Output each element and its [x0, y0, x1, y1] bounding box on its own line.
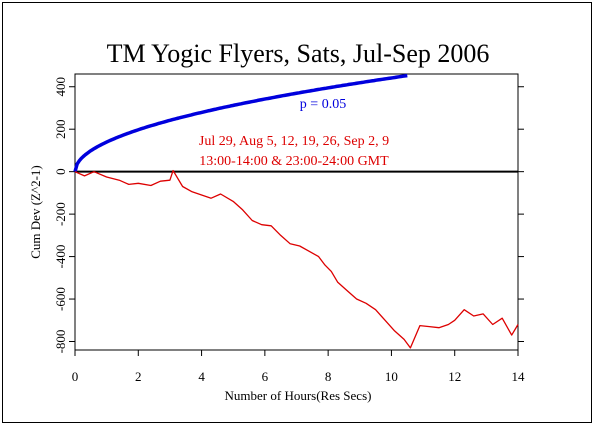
x-tick-label: 6 — [262, 369, 269, 384]
plot-area — [74, 73, 519, 351]
x-tick-label: 10 — [385, 369, 398, 384]
dates-label-line2: 13:00-14:00 & 23:00-24:00 GMT — [199, 154, 389, 169]
y-tick-label: -200 — [53, 202, 68, 226]
y-axis-ticks: -800 -600 -400 -200 0 200 400 — [53, 77, 524, 353]
series-layer — [73, 73, 519, 349]
x-tick-label: 12 — [448, 369, 461, 384]
y-tick-label: 400 — [53, 77, 68, 97]
cumdev-series-line — [74, 169, 519, 349]
x-axis-label: Number of Hours(Res Secs) — [225, 388, 372, 403]
y-tick-label: -600 — [53, 287, 68, 311]
chart-title: TM Yogic Flyers, Sats, Jul-Sep 2006 — [107, 39, 490, 68]
y-tick-label: -400 — [53, 245, 68, 269]
y-axis-label: Cum Dev (Z^2-1) — [28, 165, 43, 258]
x-tick-label: 8 — [325, 369, 332, 384]
p-value-label: p = 0.05 — [300, 97, 346, 112]
y-tick-label: 200 — [53, 119, 68, 139]
y-tick-label: 0 — [53, 168, 68, 175]
p-envelope-line — [73, 73, 408, 173]
y-tick-label: -800 — [53, 330, 68, 354]
x-tick-label: 14 — [512, 369, 526, 384]
x-tick-label: 0 — [72, 369, 79, 384]
x-tick-label: 4 — [198, 369, 205, 384]
x-axis-ticks: 0 2 4 6 8 10 12 14 — [72, 350, 525, 384]
dates-label-line1: Jul 29, Aug 5, 12, 19, 26, Sep 2, 9 — [199, 134, 389, 149]
chart-frame — [2, 2, 592, 423]
x-tick-label: 2 — [135, 369, 142, 384]
